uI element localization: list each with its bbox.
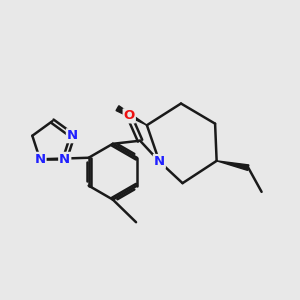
Text: O: O [124,110,135,122]
Text: N: N [34,153,46,166]
Text: N: N [59,153,70,166]
Polygon shape [116,106,147,125]
Text: N: N [154,155,165,168]
Polygon shape [217,161,249,170]
Text: N: N [67,129,78,142]
